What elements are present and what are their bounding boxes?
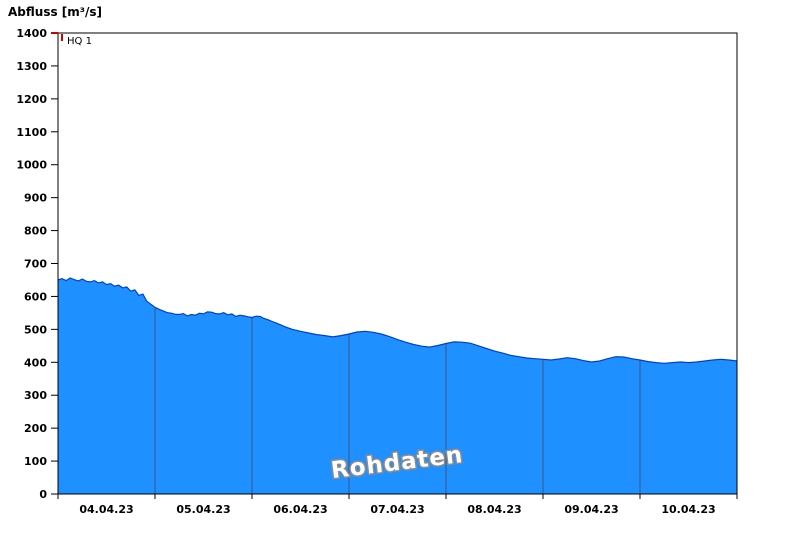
y-tick-label: 0 xyxy=(39,488,47,501)
y-tick-label: 600 xyxy=(24,290,47,303)
y-tick-label: 300 xyxy=(24,389,47,402)
y-tick-label: 1400 xyxy=(16,27,47,40)
y-tick-label: 200 xyxy=(24,422,47,435)
x-tick-label: 06.04.23 xyxy=(273,503,327,516)
chart-title: Abfluss [m³/s] xyxy=(8,5,103,19)
y-tick-label: 700 xyxy=(24,258,47,271)
discharge-line xyxy=(57,277,738,364)
y-tick-label: 800 xyxy=(24,225,47,238)
y-tick-label: 900 xyxy=(24,192,47,205)
x-tick-label: 04.04.23 xyxy=(79,503,133,516)
y-tick-label: 1000 xyxy=(16,159,47,172)
discharge-area xyxy=(58,278,737,494)
x-tick-label: 05.04.23 xyxy=(176,503,230,516)
y-tick-label: 500 xyxy=(24,323,47,336)
x-tick-label: 08.04.23 xyxy=(467,503,521,516)
y-tick-label: 1200 xyxy=(16,93,47,106)
hq-label: HQ 1 xyxy=(67,36,92,47)
x-tick-label: 09.04.23 xyxy=(564,503,618,516)
y-tick-label: 100 xyxy=(24,455,47,468)
x-tick-label: 10.04.23 xyxy=(661,503,715,516)
day-gridlines xyxy=(154,278,641,494)
y-tick-label: 400 xyxy=(24,356,47,369)
y-tick-label: 1300 xyxy=(16,60,47,73)
x-tick-label: 07.04.23 xyxy=(370,503,424,516)
y-tick-label: 1100 xyxy=(16,126,47,139)
